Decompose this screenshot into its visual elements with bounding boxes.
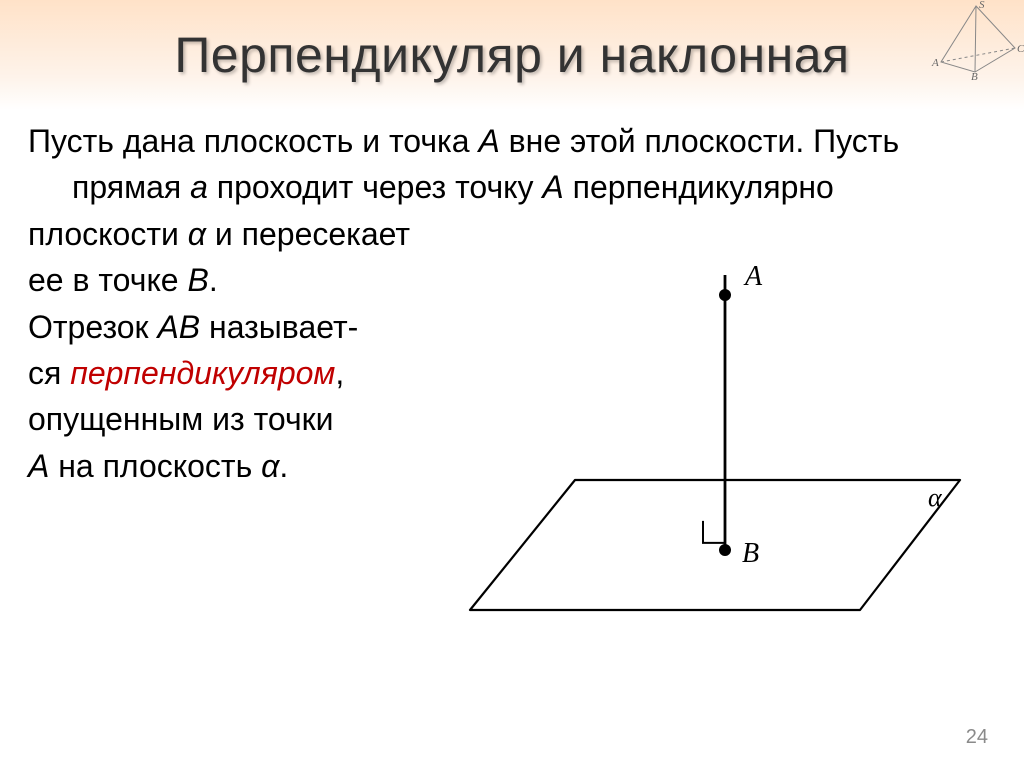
t-p7-A: A	[28, 448, 49, 484]
t-p1-l1: Пусть дана плоскость и точка	[28, 123, 478, 159]
t-p3a: ее в точке	[28, 262, 187, 298]
diagram-label-a: A	[743, 261, 763, 292]
t-p6: опущенным из точки	[28, 396, 448, 442]
t-p5-red: перпендикуляром	[70, 355, 335, 391]
title-band: Перпендикуляр и наклонная	[0, 0, 1024, 110]
corner-tetrahedron-icon: S A B C	[929, 0, 1024, 80]
t-p5b: ,	[335, 355, 344, 391]
t-p5a: ся	[28, 355, 70, 391]
corner-label-b: B	[971, 71, 978, 80]
diagram-label-b: B	[742, 538, 759, 569]
t-p1-A2: A	[542, 169, 563, 205]
t-p1-l2b: проходит	[208, 169, 353, 205]
slide: Перпендикуляр и наклонная S A B C Пусть …	[0, 0, 1024, 767]
page-number: 24	[966, 726, 988, 749]
corner-label-c: C	[1017, 43, 1024, 55]
diagram-label-alpha: α	[928, 483, 943, 512]
corner-label-s: S	[979, 0, 985, 11]
t-p7a: на плоскость	[49, 448, 261, 484]
t-p7b: .	[279, 448, 288, 484]
t-p2-alpha: α	[188, 216, 206, 252]
perpendicular-diagram: A Bα	[430, 240, 1000, 680]
t-p3b: .	[209, 262, 218, 298]
t-p4b: называет-	[200, 309, 358, 345]
t-p4a: Отрезок	[28, 309, 157, 345]
t-p1-l1b: вне этой	[500, 123, 636, 159]
t-p2b: и пересекает	[206, 216, 410, 252]
t-p3-B: B	[187, 262, 208, 298]
t-p1-l3b: перпендикулярно	[564, 169, 834, 205]
t-p2a: плоскости	[28, 216, 188, 252]
t-p7-alpha: α	[261, 448, 279, 484]
t-p1-l3a: через точку	[362, 169, 542, 205]
corner-label-a: A	[931, 57, 939, 69]
t-p1-A: A	[478, 123, 499, 159]
slide-title: Перпендикуляр и наклонная	[174, 26, 849, 84]
t-p4-AB: AB	[157, 309, 200, 345]
t-p1-a: a	[190, 169, 208, 205]
